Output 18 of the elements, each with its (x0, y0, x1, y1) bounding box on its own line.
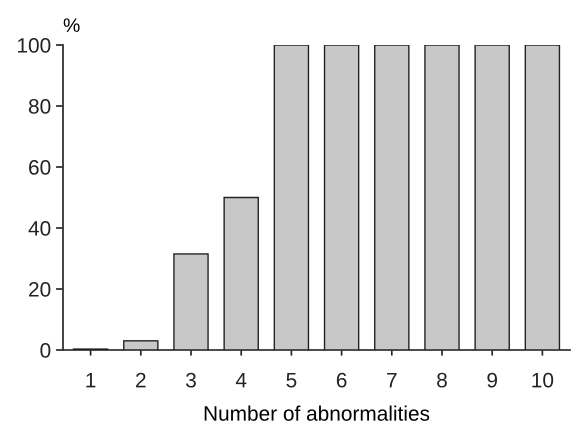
x-tick-label: 3 (186, 372, 196, 388)
y-tick-label: 20 (29, 282, 50, 297)
x-tick-label: 1 (86, 372, 96, 388)
x-tick-label: 7 (387, 372, 397, 388)
x-tick-label: 6 (336, 372, 346, 388)
x-tick-label: 10 (532, 372, 554, 388)
x-tick-label: 8 (437, 372, 447, 388)
y-tick-label: 100 (18, 38, 50, 53)
x-tick-label: 5 (286, 372, 296, 388)
y-tick-label: 60 (29, 160, 50, 175)
y-tick-label: 80 (28, 99, 50, 114)
x-axis-title: Number of abnormalities (204, 406, 430, 421)
y-axis-title: % (64, 18, 80, 32)
y-tick-label: 40 (28, 221, 50, 236)
y-tick-label: 0 (40, 343, 50, 358)
x-tick-label: 2 (136, 372, 146, 388)
x-tick-label: 4 (236, 372, 246, 388)
x-tick-label: 9 (487, 372, 497, 388)
